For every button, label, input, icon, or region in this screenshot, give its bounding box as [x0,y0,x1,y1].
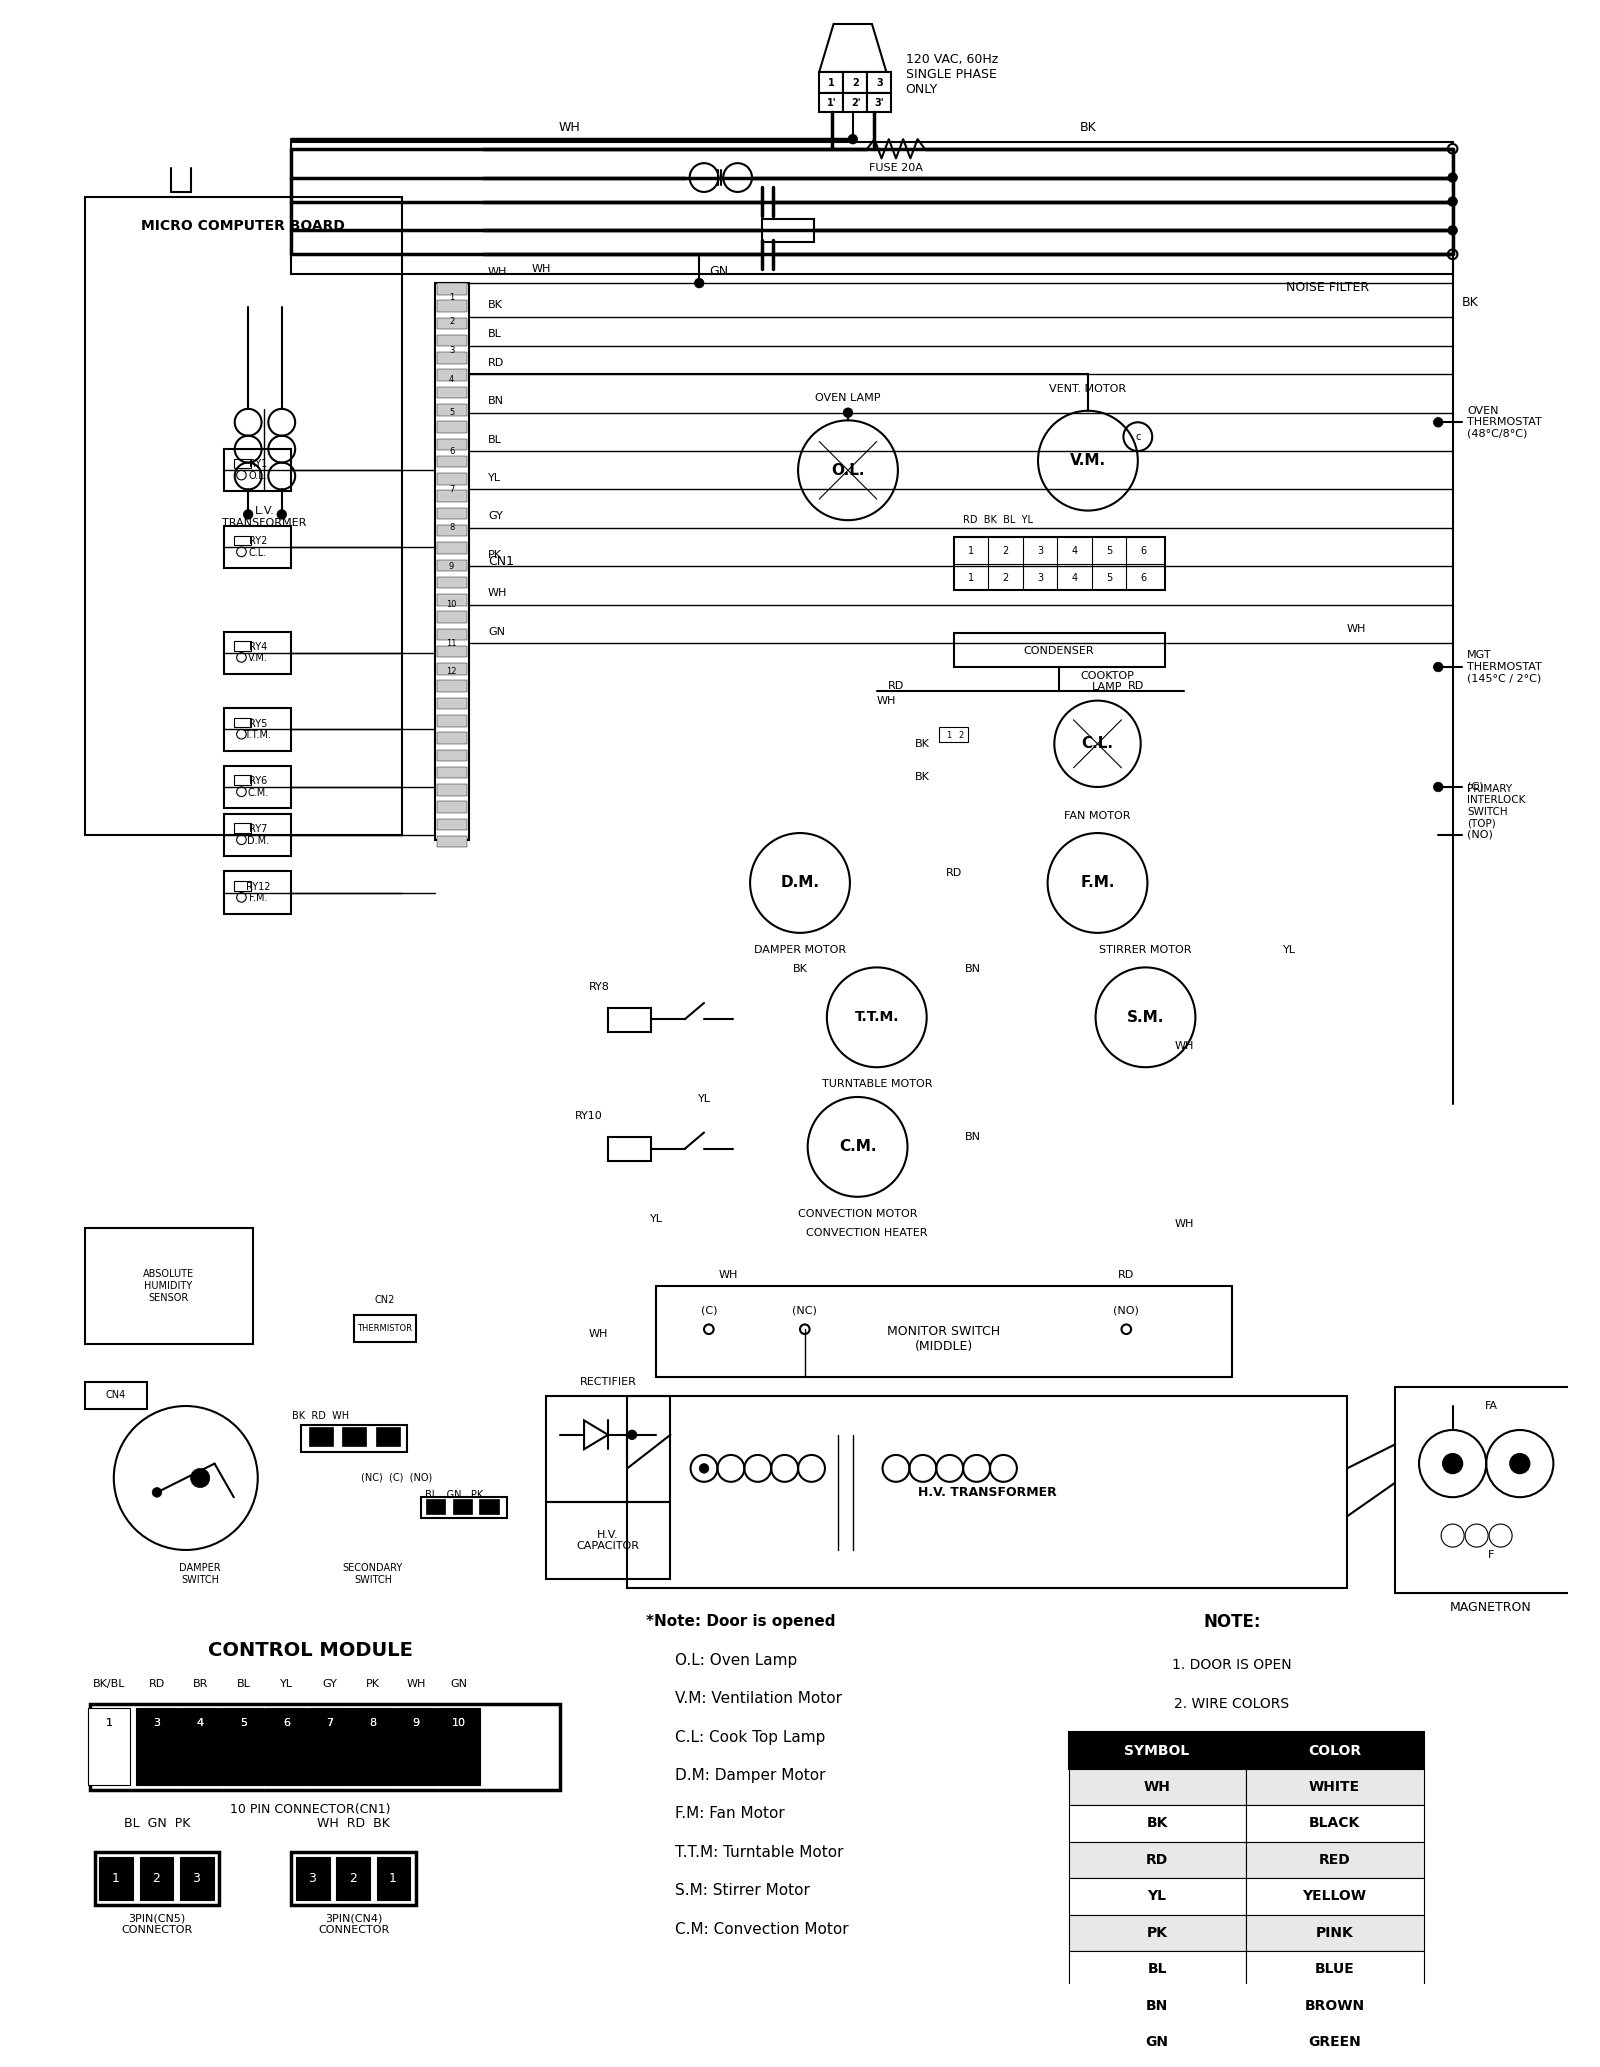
Bar [939,728,968,742]
Bar [376,1426,400,1447]
Text: RY12
F.M.: RY12 F.M. [245,883,270,903]
Bar [627,1397,1347,1587]
Circle shape [1448,250,1458,258]
Text: MICRO COMPUTER BOARD: MICRO COMPUTER BOARD [141,219,346,232]
Circle shape [1510,1453,1530,1474]
Text: 4: 4 [197,1718,203,1728]
Text: BN: BN [965,1133,981,1143]
Text: WH: WH [488,589,507,597]
Bar [1395,1387,1587,1594]
Text: 3: 3 [309,1873,317,1885]
Text: SYMBOL: SYMBOL [1125,1745,1190,1757]
Text: FAN MOTOR: FAN MOTOR [1064,810,1131,821]
Bar [1246,1951,1424,1988]
Text: BK: BK [915,738,930,748]
Text: 3: 3 [154,1718,160,1728]
Text: 3: 3 [1037,573,1043,583]
Bar [99,1856,133,1900]
Text: T.T.M.: T.T.M. [854,1011,899,1025]
Text: CONVECTION HEATER: CONVECTION HEATER [806,1228,928,1238]
Bar [437,335,467,347]
Text: 5: 5 [240,1718,246,1728]
Text: 8: 8 [370,1718,376,1728]
Text: RECTIFIER: RECTIFIER [579,1377,637,1387]
Text: 11: 11 [446,639,458,647]
Bar [234,535,251,546]
Text: F.M: Fan Motor: F.M: Fan Motor [675,1807,786,1821]
Bar [437,680,467,692]
Bar [88,1707,130,1786]
Bar [354,1315,416,1341]
Text: CN2: CN2 [374,1296,395,1306]
Text: COOKTOP
LAMP: COOKTOP LAMP [1080,670,1134,692]
Text: S.M.: S.M. [1126,1011,1165,1025]
Bar [819,93,843,112]
Text: *Note: Door is opened: *Note: Door is opened [646,1614,835,1629]
Bar [1069,1914,1246,1951]
Text: 3PIN(CN5)
CONNECTOR: 3PIN(CN5) CONNECTOR [122,1914,192,1935]
Text: MONITOR SWITCH
(MIDDLE): MONITOR SWITCH (MIDDLE) [888,1325,1000,1352]
Text: ABSOLUTE
HUMIDITY
SENSOR: ABSOLUTE HUMIDITY SENSOR [142,1269,194,1302]
Text: RD: RD [1118,1269,1134,1279]
Text: RY8: RY8 [589,982,610,992]
Circle shape [848,134,858,145]
Text: DAMPER MOTOR: DAMPER MOTOR [754,945,846,955]
Bar [1069,1732,1246,1769]
Bar [437,819,467,831]
Text: YL: YL [488,473,501,484]
Circle shape [152,1488,162,1497]
Text: 3: 3 [154,1718,160,1728]
Text: 4: 4 [450,374,454,384]
Bar [181,1856,214,1900]
Text: WH: WH [877,697,896,705]
Text: SECONDARY
SWITCH: SECONDARY SWITCH [342,1563,403,1585]
Bar [437,767,467,779]
Bar [224,767,291,808]
Text: 10 PIN CONNECTOR(CN1): 10 PIN CONNECTOR(CN1) [230,1802,390,1815]
Text: 10: 10 [453,1718,466,1728]
Circle shape [1434,781,1443,792]
Bar [179,1707,221,1786]
Bar [437,645,467,657]
Circle shape [627,1430,637,1439]
Circle shape [1122,1325,1131,1333]
Text: RY4
V.M.: RY4 V.M. [248,643,267,664]
Bar [1069,1804,1246,1842]
Bar [1069,1879,1246,1914]
Text: T.T.M: Turntable Motor: T.T.M: Turntable Motor [675,1844,843,1860]
Bar [437,593,467,606]
Bar [234,641,251,651]
Bar [546,1397,670,1503]
Text: 4: 4 [197,1718,203,1728]
Text: 7: 7 [326,1718,333,1728]
Text: 3: 3 [192,1873,200,1885]
Text: RD: RD [1146,1852,1168,1867]
Text: 1: 1 [946,730,952,740]
Bar [234,823,251,833]
Bar [608,1009,651,1031]
Circle shape [1448,250,1458,258]
Text: 6: 6 [450,446,454,455]
Text: 9: 9 [413,1718,419,1728]
Text: D.M.: D.M. [781,876,819,891]
Text: 7: 7 [326,1718,333,1728]
Text: BLACK: BLACK [1309,1817,1360,1831]
Bar [437,802,467,812]
Bar [1246,1988,1424,2024]
Bar [352,1707,394,1786]
Text: 1: 1 [112,1873,120,1885]
Text: 12: 12 [446,668,458,676]
Text: BL: BL [1147,1962,1166,1976]
Text: GN: GN [488,626,506,637]
Text: RD: RD [1128,682,1144,690]
Text: WH: WH [589,1329,608,1339]
Text: GN: GN [451,1678,467,1689]
Text: H.V. TRANSFORMER: H.V. TRANSFORMER [918,1486,1056,1499]
Bar [90,1703,560,1790]
Text: V.M.: V.M. [1070,453,1106,467]
Bar [437,387,467,399]
Text: O.L.: O.L. [832,463,864,477]
Text: BL  GN  PK: BL GN PK [123,1817,190,1829]
Text: L.V.
TRANSFORMER: L.V. TRANSFORMER [222,506,307,527]
Text: 1': 1' [827,97,837,107]
